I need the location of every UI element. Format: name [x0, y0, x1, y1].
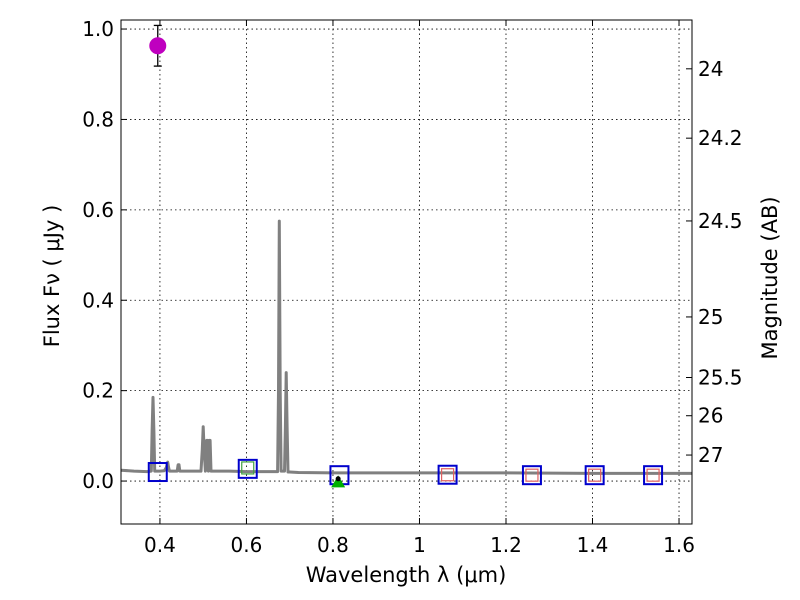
blue-band-box	[521, 465, 542, 486]
red-model-box	[525, 468, 539, 482]
spectrum-layer	[120, 219, 692, 475]
y-tick-label: 0.6	[82, 198, 114, 222]
y2-tick-label: 26	[698, 404, 723, 428]
x-tick-label: 1.6	[663, 533, 695, 557]
y2-tick-label: 24	[698, 57, 723, 81]
x-tick-label: 1.2	[490, 533, 522, 557]
magenta-data-point	[149, 37, 167, 55]
red-model-box	[440, 468, 455, 482]
y2-axis-title: Magnitude (AB)	[758, 196, 782, 359]
blue-band-box	[643, 465, 664, 486]
model-spectrum-line	[120, 219, 692, 475]
red-model-box	[646, 468, 660, 482]
blue-band-box	[237, 458, 258, 479]
ticks-layer: 0.4 0.6 0.8 1 1.2 1.4 1.6 0.0 0.2 0.4 0.6 0.8 1.0 24 2…	[82, 17, 742, 557]
blue-band-box	[147, 462, 168, 483]
x-tick-label: 1.4	[577, 533, 609, 557]
x-axis-title: Wavelength λ (μm)	[306, 563, 507, 587]
red-model-box	[588, 468, 602, 482]
green-model-box	[241, 461, 255, 475]
green-triangle-marker	[331, 475, 346, 488]
y2-tick-label: 24.2	[698, 126, 743, 150]
markers-layer	[147, 24, 664, 488]
black-dot-marker	[335, 476, 341, 482]
y2-tick-label: 25.5	[698, 366, 743, 390]
plot-frame	[120, 19, 693, 525]
y-tick-label: 0.2	[82, 379, 114, 403]
y-axis-title: Flux Fν ( μJy )	[40, 205, 64, 348]
x-tick-label: 1	[413, 533, 426, 557]
grid	[121, 20, 692, 524]
x-tick-label: 0.8	[317, 533, 349, 557]
blue-band-box	[584, 465, 605, 486]
y-tick-label: 0.0	[82, 469, 114, 493]
y-tick-label: 0.4	[82, 288, 114, 312]
y-tick-label: 0.8	[82, 107, 114, 131]
y2-tick-label: 25	[698, 305, 723, 329]
y-tick-label: 1.0	[82, 17, 114, 41]
blue-band-box	[437, 464, 458, 485]
x-tick-label: 0.4	[144, 533, 176, 557]
y2-tick-label: 24.5	[698, 209, 743, 233]
x-tick-label: 0.6	[231, 533, 263, 557]
y2-tick-label: 27	[698, 443, 723, 467]
